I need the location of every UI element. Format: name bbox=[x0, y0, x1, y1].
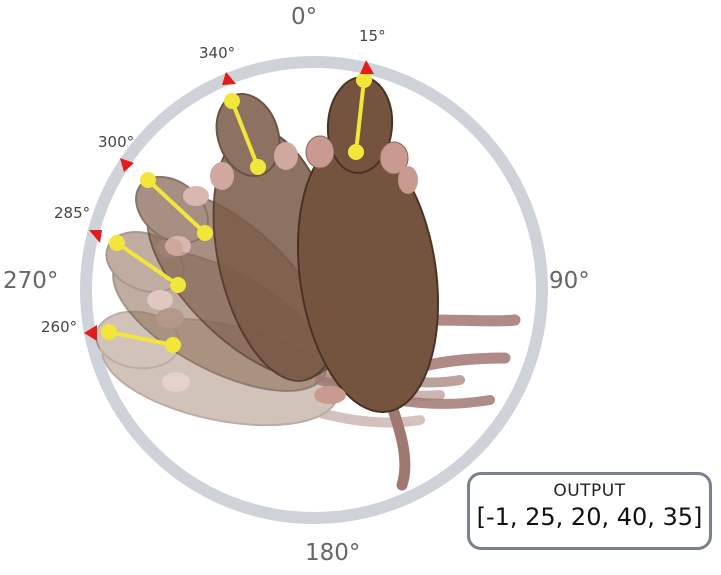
direction-arrows bbox=[84, 60, 374, 341]
keypoint-neck bbox=[197, 225, 213, 241]
keypoint-neck bbox=[250, 159, 266, 175]
pose-angle-label: 15° bbox=[359, 27, 386, 45]
keypoint-axis-260 bbox=[108, 330, 174, 347]
pose-angle-label: 300° bbox=[98, 133, 135, 151]
mouse-tail bbox=[384, 394, 411, 491]
pose-angle-label: 285° bbox=[54, 204, 91, 222]
direction-arrow-15 bbox=[360, 60, 374, 74]
mouse-ear bbox=[162, 372, 190, 392]
mouse-ear bbox=[183, 186, 209, 206]
keypoint-axis-285 bbox=[115, 241, 180, 287]
direction-arrow-260 bbox=[84, 325, 97, 341]
compass-label-180: 180° bbox=[305, 540, 361, 566]
keypoint-neck bbox=[165, 337, 181, 353]
output-values: [-1, 25, 20, 40, 35] bbox=[476, 503, 703, 531]
pose-angle-label: 260° bbox=[41, 318, 78, 336]
direction-arrow-300 bbox=[120, 158, 134, 172]
keypoint-neck bbox=[348, 144, 364, 160]
compass-ring bbox=[80, 56, 548, 524]
mouse-ear bbox=[210, 162, 234, 190]
output-panel: OUTPUT [-1, 25, 20, 40, 35] bbox=[467, 472, 712, 550]
compass-label-270: 270° bbox=[3, 268, 59, 294]
direction-arrow-285 bbox=[89, 230, 102, 243]
mouse-tail bbox=[424, 314, 521, 327]
keypoints bbox=[101, 72, 372, 353]
mouse-paw bbox=[314, 386, 346, 404]
keypoint-nose bbox=[140, 172, 156, 188]
keypoint-nose bbox=[356, 72, 372, 88]
keypoint-nose bbox=[109, 235, 125, 251]
pose-angle-label: 340° bbox=[199, 44, 236, 62]
keypoint-axis-15 bbox=[354, 79, 366, 153]
output-title: OUTPUT bbox=[553, 481, 626, 501]
keypoint-nose bbox=[224, 93, 240, 109]
compass-label-90: 90° bbox=[549, 268, 590, 294]
keypoint-neck bbox=[170, 277, 186, 293]
direction-arrow-340 bbox=[222, 72, 236, 85]
mouse-ear bbox=[147, 290, 173, 310]
keypoint-nose bbox=[101, 324, 117, 340]
compass-label-0: 0° bbox=[291, 4, 318, 30]
mouse-ear bbox=[305, 135, 335, 169]
mouse-ear bbox=[274, 142, 298, 170]
keypoint-axis-340 bbox=[230, 100, 260, 168]
mouse-ear bbox=[165, 236, 191, 256]
mouse-ear bbox=[379, 141, 409, 175]
keypoint-axis-300 bbox=[146, 178, 207, 235]
mouse-paw bbox=[398, 166, 418, 194]
